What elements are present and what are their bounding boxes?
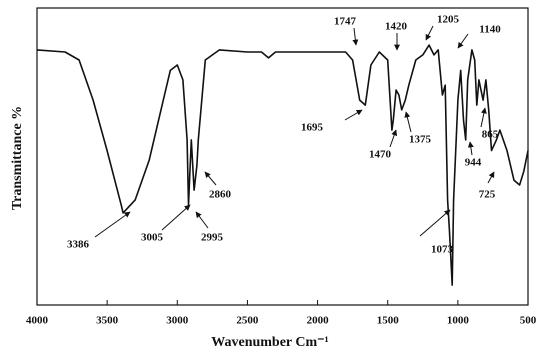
annotation: 1470 bbox=[369, 149, 392, 161]
annotation: 3005 bbox=[141, 232, 164, 244]
annotation: 2995 bbox=[201, 232, 224, 244]
annotation: 865 bbox=[482, 129, 499, 141]
x-tick-label: 4000 bbox=[26, 315, 49, 327]
annotation: 2860 bbox=[209, 189, 232, 201]
annotation: 1375 bbox=[409, 134, 432, 146]
annotation-arrow bbox=[487, 171, 495, 184]
annotation-arrow bbox=[419, 209, 451, 237]
annotation-arrow bbox=[389, 129, 398, 148]
x-tick-label: 1000 bbox=[447, 315, 470, 327]
annotation: 725 bbox=[479, 189, 496, 201]
annotation-arrow bbox=[457, 33, 469, 49]
annotation: 1140 bbox=[479, 24, 501, 36]
spectrum-line bbox=[36, 44, 529, 286]
annotation-arrow bbox=[161, 204, 191, 231]
annotation-arrow bbox=[425, 25, 434, 41]
annotation: 1747 bbox=[334, 16, 357, 28]
y-axis-label: Transmittance % bbox=[10, 106, 25, 210]
x-tick-label: 3000 bbox=[166, 315, 189, 327]
annotation-arrow bbox=[467, 141, 474, 156]
annotation: 1073 bbox=[431, 244, 454, 256]
x-tick-label: 1500 bbox=[377, 315, 400, 327]
annotation-arrow bbox=[94, 211, 131, 238]
annotation-arrow bbox=[480, 107, 487, 128]
annotation-arrow bbox=[204, 171, 217, 186]
annotation-arrow bbox=[344, 109, 363, 121]
x-tick-label: 2000 bbox=[307, 315, 330, 327]
annotation: 1205 bbox=[437, 14, 460, 26]
annotation: 944 bbox=[465, 157, 482, 169]
plot-frame bbox=[36, 7, 529, 306]
x-tick-label: 3500 bbox=[96, 315, 119, 327]
annotation: 1695 bbox=[301, 122, 324, 134]
x-axis-label: Wavenumber Cm⁻¹ bbox=[211, 335, 329, 350]
x-tick-label: 2500 bbox=[236, 315, 259, 327]
x-tick-label: 500 bbox=[520, 315, 537, 327]
annotation-arrow bbox=[404, 111, 412, 133]
annotation: 3386 bbox=[67, 239, 90, 251]
annotation-arrow bbox=[195, 211, 209, 229]
annotation-arrow bbox=[352, 27, 359, 46]
annotation: 1420 bbox=[385, 21, 408, 33]
